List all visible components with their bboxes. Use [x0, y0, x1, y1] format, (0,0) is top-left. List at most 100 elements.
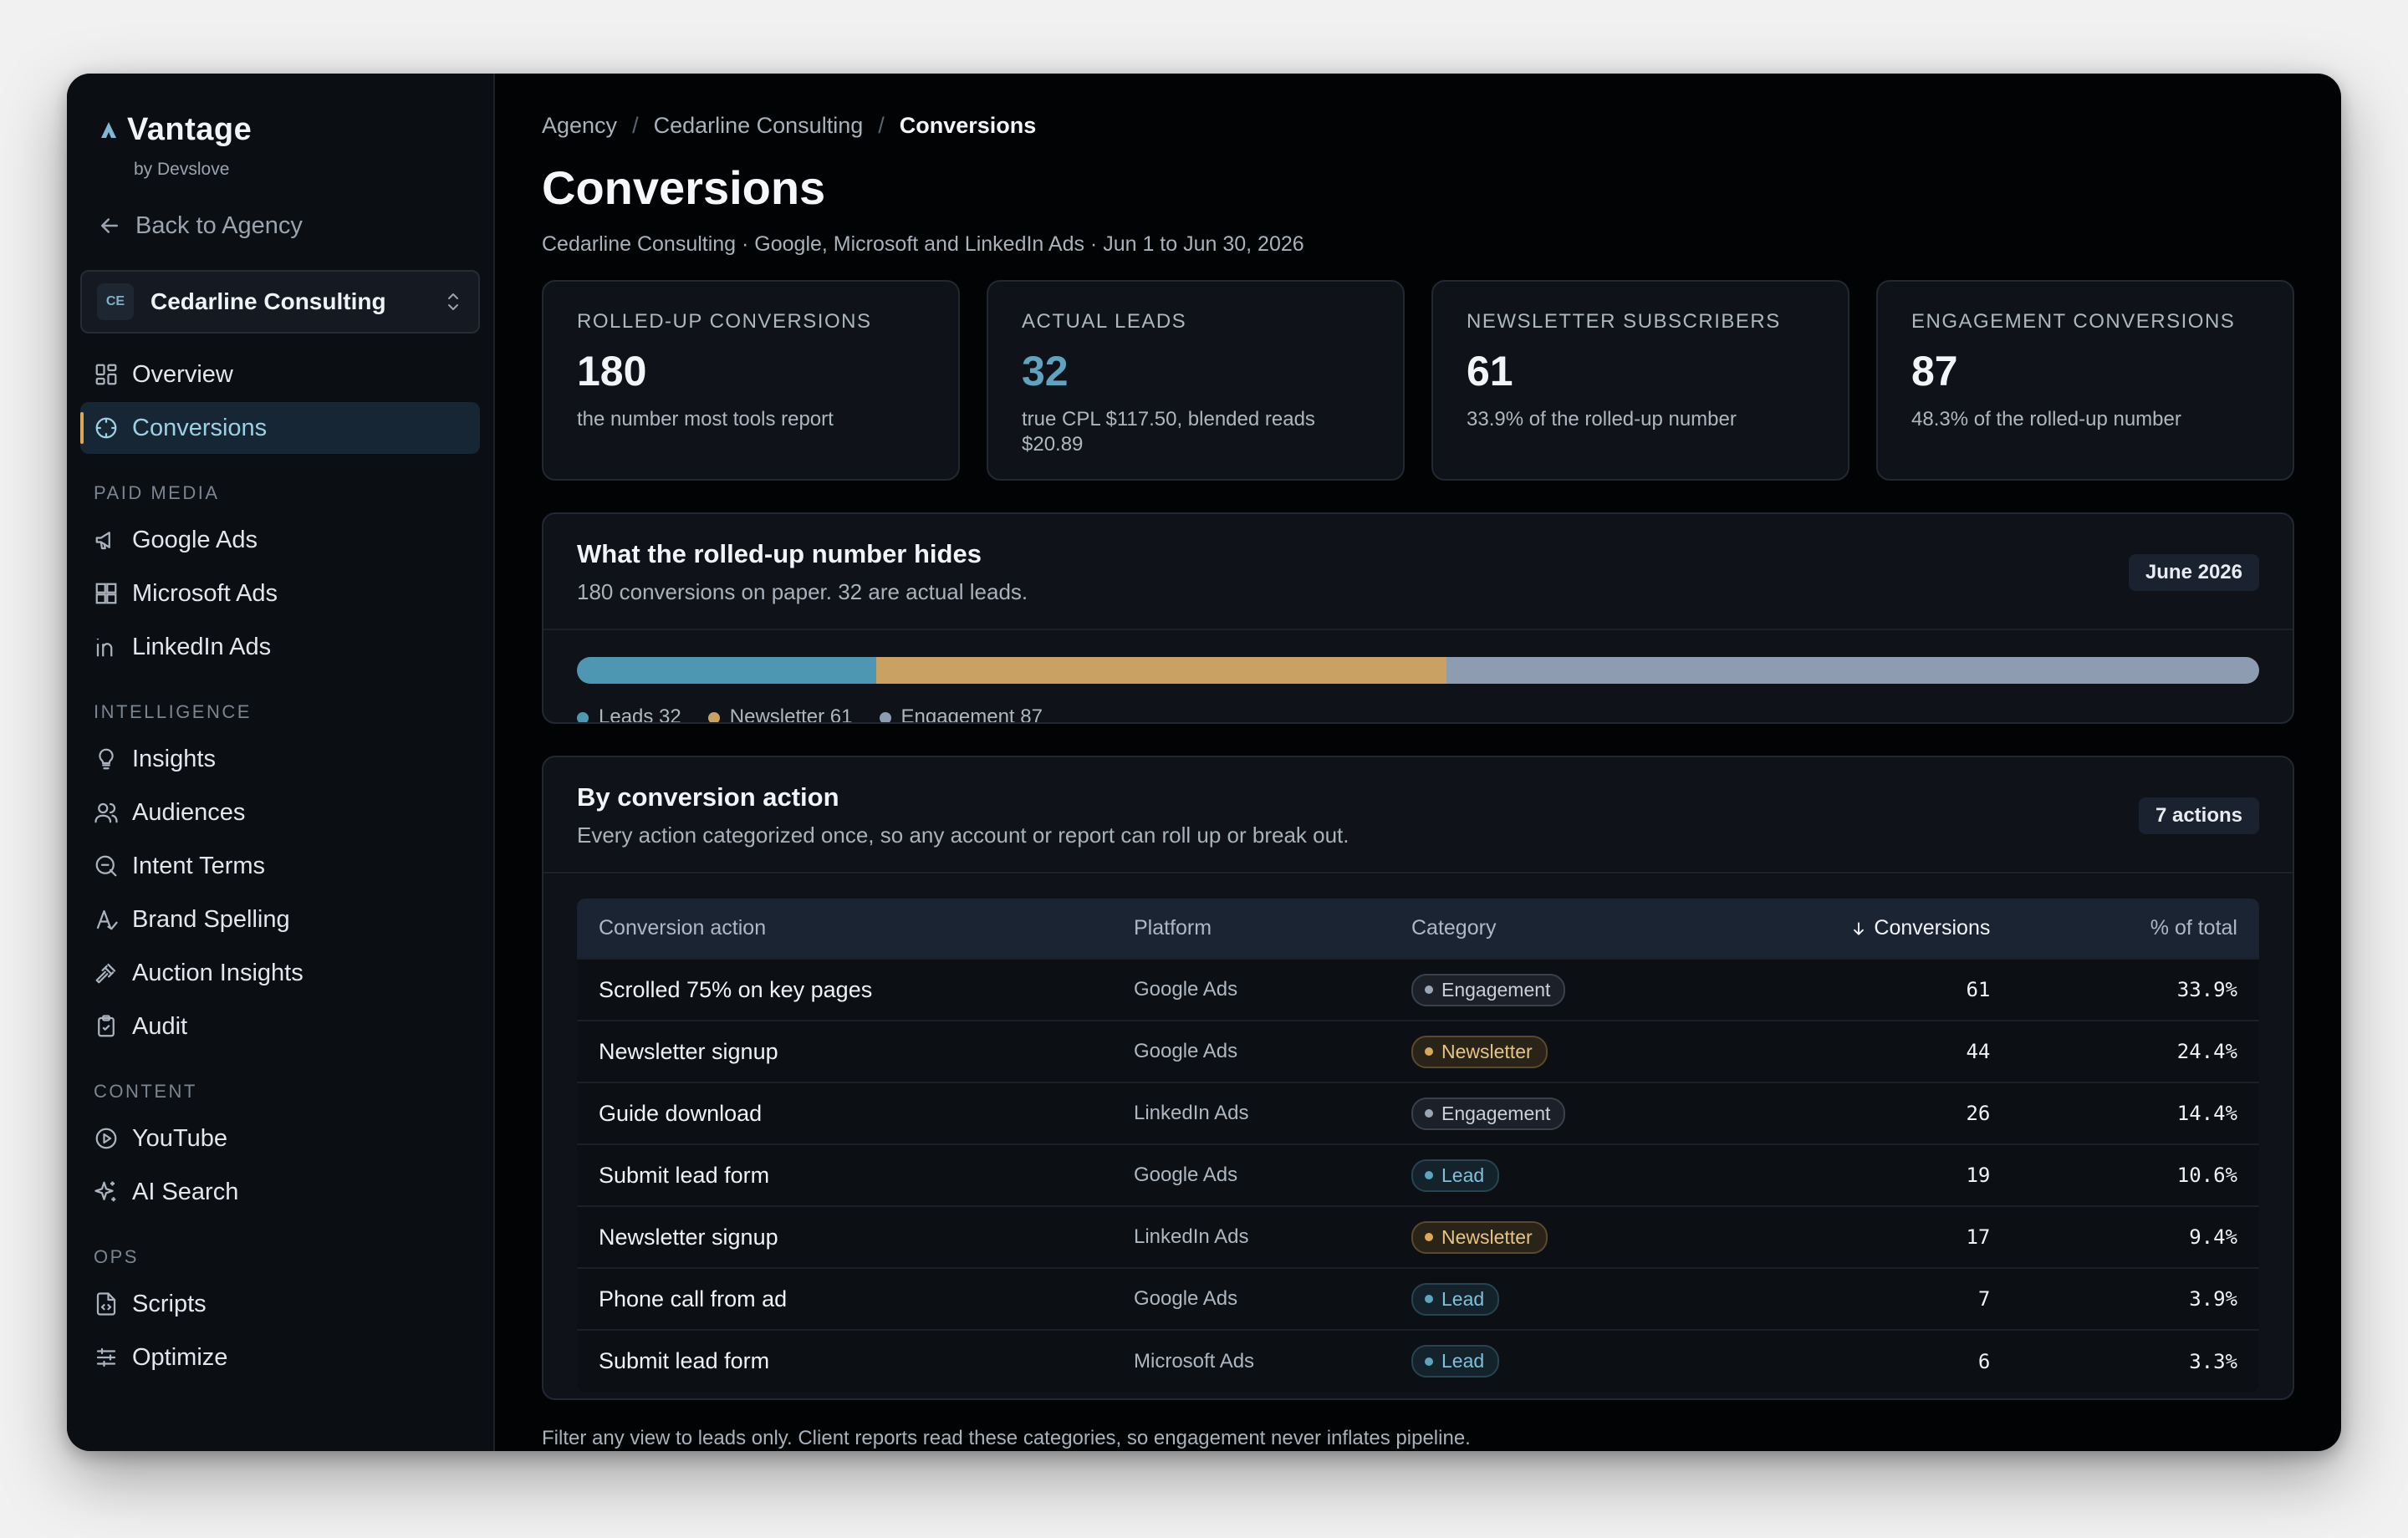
- table-row[interactable]: Guide download LinkedIn Ads Engagement 26 14…: [577, 1082, 2259, 1144]
- cell-category: Lead: [1390, 1143, 1666, 1206]
- search-icon: [95, 855, 117, 877]
- table-row[interactable]: Submit lead form Google Ads Lead 19 10.6%: [577, 1143, 2259, 1206]
- nav-item-insights[interactable]: Insights: [80, 733, 480, 785]
- stat-label: NEWSLETTER SUBSCRIBERS: [1467, 310, 1781, 333]
- cell-platform: LinkedIn Ads: [1112, 1082, 1390, 1144]
- category-label: Newsletter: [1441, 1225, 1533, 1248]
- nav-label: Microsoft Ads: [132, 579, 278, 607]
- target-icon: [95, 417, 117, 439]
- nav-item-youtube[interactable]: YouTube: [80, 1113, 480, 1164]
- nav-item-conversions[interactable]: Conversions: [80, 402, 480, 454]
- legend-label: Engagement 87: [900, 705, 1043, 722]
- category-label: Engagement: [1441, 1102, 1551, 1124]
- category-badge: Lead: [1411, 1282, 1500, 1316]
- cell-action: Submit lead form: [577, 1143, 1112, 1206]
- table-row[interactable]: Scrolled 75% on key pages Google Ads Engag…: [577, 958, 2259, 1021]
- nav-item-optimize[interactable]: Optimize: [80, 1332, 480, 1383]
- grid-icon: [95, 364, 117, 385]
- cell-action: Submit lead form: [577, 1329, 1112, 1392]
- client-selector[interactable]: CE Cedarline Consulting: [80, 270, 480, 334]
- category-label: Lead: [1441, 1164, 1485, 1186]
- breadcrumb-separator: /: [632, 112, 639, 138]
- category-label: Newsletter: [1441, 1040, 1533, 1062]
- nav-label: Optimize: [132, 1343, 228, 1371]
- table-body: Scrolled 75% on key pages Google Ads Engag…: [577, 958, 2259, 1392]
- legend-dot: [879, 711, 891, 722]
- category-badge: Newsletter: [1411, 1220, 1548, 1254]
- actions-table: Conversion action Platform Category Conv…: [577, 899, 2259, 1392]
- stacked-bar: [577, 657, 2259, 684]
- nav-item-audiences[interactable]: Audiences: [80, 787, 480, 838]
- actions-subtitle: Every action categorized once, so any ac…: [577, 822, 1349, 848]
- col-header-conversions[interactable]: Conversions: [1666, 899, 2012, 959]
- stat-label: ENGAGEMENT CONVERSIONS: [1911, 310, 2236, 333]
- cell-action: Scrolled 75% on key pages: [577, 958, 1112, 1021]
- nav-item-overview[interactable]: Overview: [80, 349, 480, 400]
- stat-label: ACTUAL LEADS: [1022, 310, 1187, 333]
- table-header-row: Conversion action Platform Category Conv…: [577, 899, 2259, 959]
- breadcrumb-current: Conversions: [899, 112, 1037, 138]
- footer-note: Filter any view to leads only. Client re…: [542, 1427, 1471, 1449]
- sliders-icon: [96, 1347, 116, 1367]
- category-label: Lead: [1441, 1350, 1485, 1372]
- cell-conversions: 6: [1666, 1329, 2013, 1392]
- linkedin-icon: [96, 639, 113, 657]
- breakdown-title: What the rolled-up number hides: [577, 539, 982, 568]
- category-dot: [1425, 1171, 1433, 1179]
- page-subtitle: Cedarline Consulting · Google, Microsoft…: [542, 232, 1304, 256]
- cell-share: 3.3%: [2012, 1329, 2259, 1392]
- col-header-platform[interactable]: Platform: [1134, 916, 1212, 940]
- page-title: Conversions: [542, 161, 826, 214]
- breadcrumb-client[interactable]: Cedarline Consulting: [653, 112, 864, 138]
- breakdown-panel: What the rolled-up number hides 180 conv…: [542, 512, 2294, 724]
- breadcrumb-agency[interactable]: Agency: [542, 112, 618, 138]
- nav-label: Google Ads: [132, 526, 258, 553]
- nav-item-scripts[interactable]: Scripts: [80, 1278, 480, 1330]
- nav-item-ai-search[interactable]: AI Search: [80, 1166, 480, 1218]
- arrow-left-icon: [101, 218, 118, 233]
- back-to-agency-link[interactable]: Back to Agency: [97, 205, 480, 247]
- nav-item-brand-spelling[interactable]: Brand Spelling: [80, 894, 480, 945]
- bar-segment-newsletter: [875, 657, 1446, 684]
- megaphone-icon: [95, 532, 110, 550]
- cell-conversions: 26: [1666, 1082, 2013, 1144]
- nav-item-google-ads[interactable]: Google Ads: [80, 514, 480, 566]
- legend-item: Leads 32: [577, 705, 681, 722]
- bar-legend: Leads 32 Newsletter 61 Engagement 87: [577, 705, 2259, 722]
- section-label-content: CONTENT: [94, 1081, 197, 1102]
- windows-grid-icon: [95, 583, 117, 604]
- legend-dot: [707, 711, 720, 722]
- brand[interactable]: Vantage: [99, 112, 480, 148]
- nav-item-intent-terms[interactable]: Intent Terms: [80, 840, 480, 892]
- client-badge: CE: [97, 283, 134, 320]
- col-header-action[interactable]: Conversion action: [599, 916, 767, 940]
- stat-label: ROLLED-UP CONVERSIONS: [577, 310, 872, 333]
- nav-item-audit[interactable]: Audit: [80, 1001, 480, 1052]
- nav-item-microsoft-ads[interactable]: Microsoft Ads: [80, 568, 480, 619]
- legend-dot: [577, 711, 589, 722]
- stat-note: 33.9% of the rolled-up number: [1467, 408, 1737, 430]
- legend-label: Newsletter 61: [729, 705, 853, 722]
- table-row[interactable]: Newsletter signup Google Ads Newsletter 44 2…: [577, 1020, 2259, 1082]
- section-label-ops: OPS: [94, 1246, 139, 1267]
- table-row[interactable]: Submit lead form Microsoft Ads Lead 6 3.3%: [577, 1329, 2259, 1392]
- actions-count-badge: 7 actions: [2138, 797, 2259, 834]
- arrow-down-icon: [1854, 922, 1865, 935]
- period-badge[interactable]: June 2026: [2128, 554, 2259, 591]
- nav-label: Intent Terms: [132, 852, 266, 879]
- col-header-share[interactable]: % of total: [2150, 916, 2237, 940]
- category-dot: [1425, 1295, 1433, 1303]
- category-badge: Engagement: [1411, 973, 1566, 1006]
- nav-item-auction-insights[interactable]: Auction Insights: [80, 947, 480, 999]
- nav-label: Conversions: [132, 414, 268, 441]
- table-row[interactable]: Newsletter signup LinkedIn Ads Newsletter 1…: [577, 1205, 2259, 1268]
- cell-category: Lead: [1390, 1267, 1666, 1330]
- nav-item-linkedin-ads[interactable]: LinkedIn Ads: [80, 621, 480, 673]
- table-row[interactable]: Phone call from ad Google Ads Lead 7 3.9%: [577, 1267, 2259, 1330]
- stat-card-engagement: ENGAGEMENT CONVERSIONS 87 48.3% of the r…: [1876, 280, 2294, 481]
- col-header-category[interactable]: Category: [1411, 916, 1497, 940]
- nav-label: Overview: [132, 360, 233, 388]
- nav-label: Brand Spelling: [132, 905, 290, 933]
- cell-category: Newsletter: [1390, 1205, 1666, 1268]
- cell-category: Engagement: [1390, 958, 1666, 1021]
